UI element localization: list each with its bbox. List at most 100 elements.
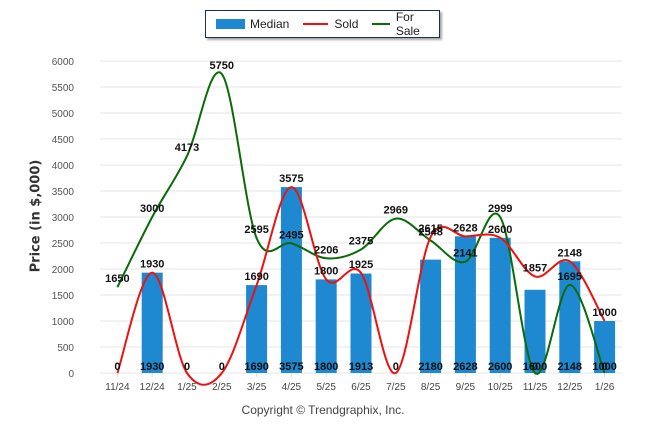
median-data-label: 2180 [418, 361, 442, 373]
x-tick-label: 9/25 [456, 382, 476, 393]
sold-data-label: 1800 [314, 265, 338, 277]
legend-label-sold: Sold [334, 17, 359, 31]
x-tick-label: 11/24 [105, 382, 130, 393]
sold-data-label: 2628 [453, 222, 477, 234]
median-bar [315, 279, 337, 373]
for-sale-data-label: 1650 [105, 273, 129, 285]
median-bar [420, 259, 442, 373]
median-data-label: 0 [114, 361, 120, 373]
for-sale-data-label: 5750 [210, 60, 234, 72]
median-bar [350, 273, 372, 373]
y-tick-label: 4500 [52, 135, 75, 146]
legend-item-sold[interactable]: Sold [303, 17, 358, 31]
sold-data-label: 2615 [418, 223, 442, 235]
legend-label-for-sale: For Sale [395, 10, 420, 38]
sold-line [116, 186, 606, 386]
y-tick-label: 0 [68, 369, 74, 380]
y-tick-label: 500 [57, 343, 74, 354]
median-data-label: 1913 [349, 361, 373, 373]
y-tick-label: 4000 [52, 161, 75, 172]
median-data-label: 0 [393, 361, 399, 373]
median-bar [141, 272, 163, 373]
y-tick-label: 1500 [52, 291, 75, 302]
y-tick-label: 1000 [52, 317, 75, 328]
for-sale-data-label: 2595 [244, 224, 268, 236]
x-tick-label: 5/25 [316, 382, 336, 393]
median-data-label: 2148 [558, 361, 582, 373]
x-tick-label: 11/25 [523, 382, 548, 393]
median-data-label: 2628 [453, 361, 477, 373]
legend: Median Sold For Sale [205, 10, 440, 38]
median-data-label: 1000 [592, 361, 616, 373]
x-tick-label: 1/25 [177, 382, 197, 393]
y-tick-label: 2000 [52, 265, 75, 276]
y-tick-label: 3500 [52, 187, 75, 198]
y-axis-title: Price (in $,000) [28, 159, 44, 273]
x-tick-label: 12/24 [140, 382, 165, 393]
median-bar [594, 321, 616, 373]
x-tick-label: 6/25 [351, 382, 371, 393]
sold-data-label: 2148 [558, 247, 582, 259]
x-tick-label: 12/25 [557, 382, 582, 393]
median-data-label: 3575 [279, 361, 303, 373]
median-bar [489, 237, 511, 373]
median-data-label: 1600 [523, 361, 547, 373]
median-data-label: 1800 [314, 361, 338, 373]
for-sale-data-label: 2206 [314, 244, 338, 256]
y-tick-label: 5500 [52, 83, 75, 94]
median-bars [141, 187, 616, 373]
median-bar [280, 187, 302, 373]
data-labels: 0 1930 0 0 1690 3575 1800 1913 0 2180 2628 2600 1600… [105, 60, 617, 373]
grid [100, 60, 622, 374]
median-swatch-icon [216, 19, 245, 29]
for-sale-data-label: 3000 [140, 203, 164, 215]
x-tick-label: 10/25 [488, 382, 513, 393]
x-tick-label: 8/25 [421, 382, 441, 393]
for-sale-data-label: 2495 [279, 229, 303, 241]
sold-data-label: 1857 [523, 262, 547, 274]
for-sale-data-label: 2969 [384, 205, 408, 217]
sold-data-label: 1925 [349, 259, 373, 271]
sold-data-label: 1930 [140, 259, 164, 271]
for-sale-data-label: 0 [602, 361, 608, 373]
median-data-label: 2600 [488, 361, 512, 373]
y-tick-label: 6000 [52, 57, 75, 68]
for-sale-data-label: 2999 [488, 203, 512, 215]
x-tick-label: 3/25 [247, 382, 267, 393]
for-sale-swatch-icon [372, 23, 390, 25]
x-tick-label: 1/26 [595, 382, 615, 393]
x-tick-label: 2/25 [212, 382, 232, 393]
x-tick-label: 4/25 [282, 382, 302, 393]
for-sale-data-label: 4173 [175, 142, 199, 154]
median-bar [454, 236, 476, 373]
for-sale-data-label: 0 [532, 361, 538, 373]
y-tick-label: 2500 [52, 239, 75, 250]
median-bar [246, 285, 268, 373]
y-tick-label: 3000 [52, 213, 75, 224]
y-axis-ticks: 0 500 1000 1500 2000 2500 3000 3500 4000 4500 5000… [52, 57, 75, 380]
y-tick-label: 5000 [52, 109, 75, 120]
for-sale-data-label: 2548 [418, 227, 442, 239]
median-bar [524, 289, 546, 373]
for-sale-data-label: 2375 [349, 236, 373, 248]
sold-data-label: 1000 [592, 307, 616, 319]
legend-label-median: Median [250, 17, 290, 31]
median-data-label: 1690 [244, 361, 268, 373]
median-data-label: 1930 [140, 361, 164, 373]
trend-lines [116, 71, 606, 386]
copyright: Copyright © Trendgraphix, Inc. [241, 403, 405, 417]
legend-item-for-sale[interactable]: For Sale [372, 10, 427, 38]
sold-data-label: 1690 [244, 271, 268, 283]
x-axis-ticks: 11/24 12/24 1/25 2/25 3/25 4/25 5/25 6/25 7/25 8/… [105, 373, 615, 393]
for-sale-line [116, 71, 606, 375]
median-data-label: 0 [219, 361, 225, 373]
for-sale-data-label: 1695 [558, 271, 582, 283]
legend-item-median[interactable]: Median [216, 17, 289, 31]
sold-data-label: 3575 [279, 173, 303, 185]
sold-swatch-icon [303, 23, 329, 25]
for-sale-data-label: 2141 [453, 248, 477, 260]
median-data-label: 0 [184, 361, 190, 373]
sold-data-label: 2600 [488, 224, 512, 236]
x-tick-label: 7/25 [386, 382, 406, 393]
